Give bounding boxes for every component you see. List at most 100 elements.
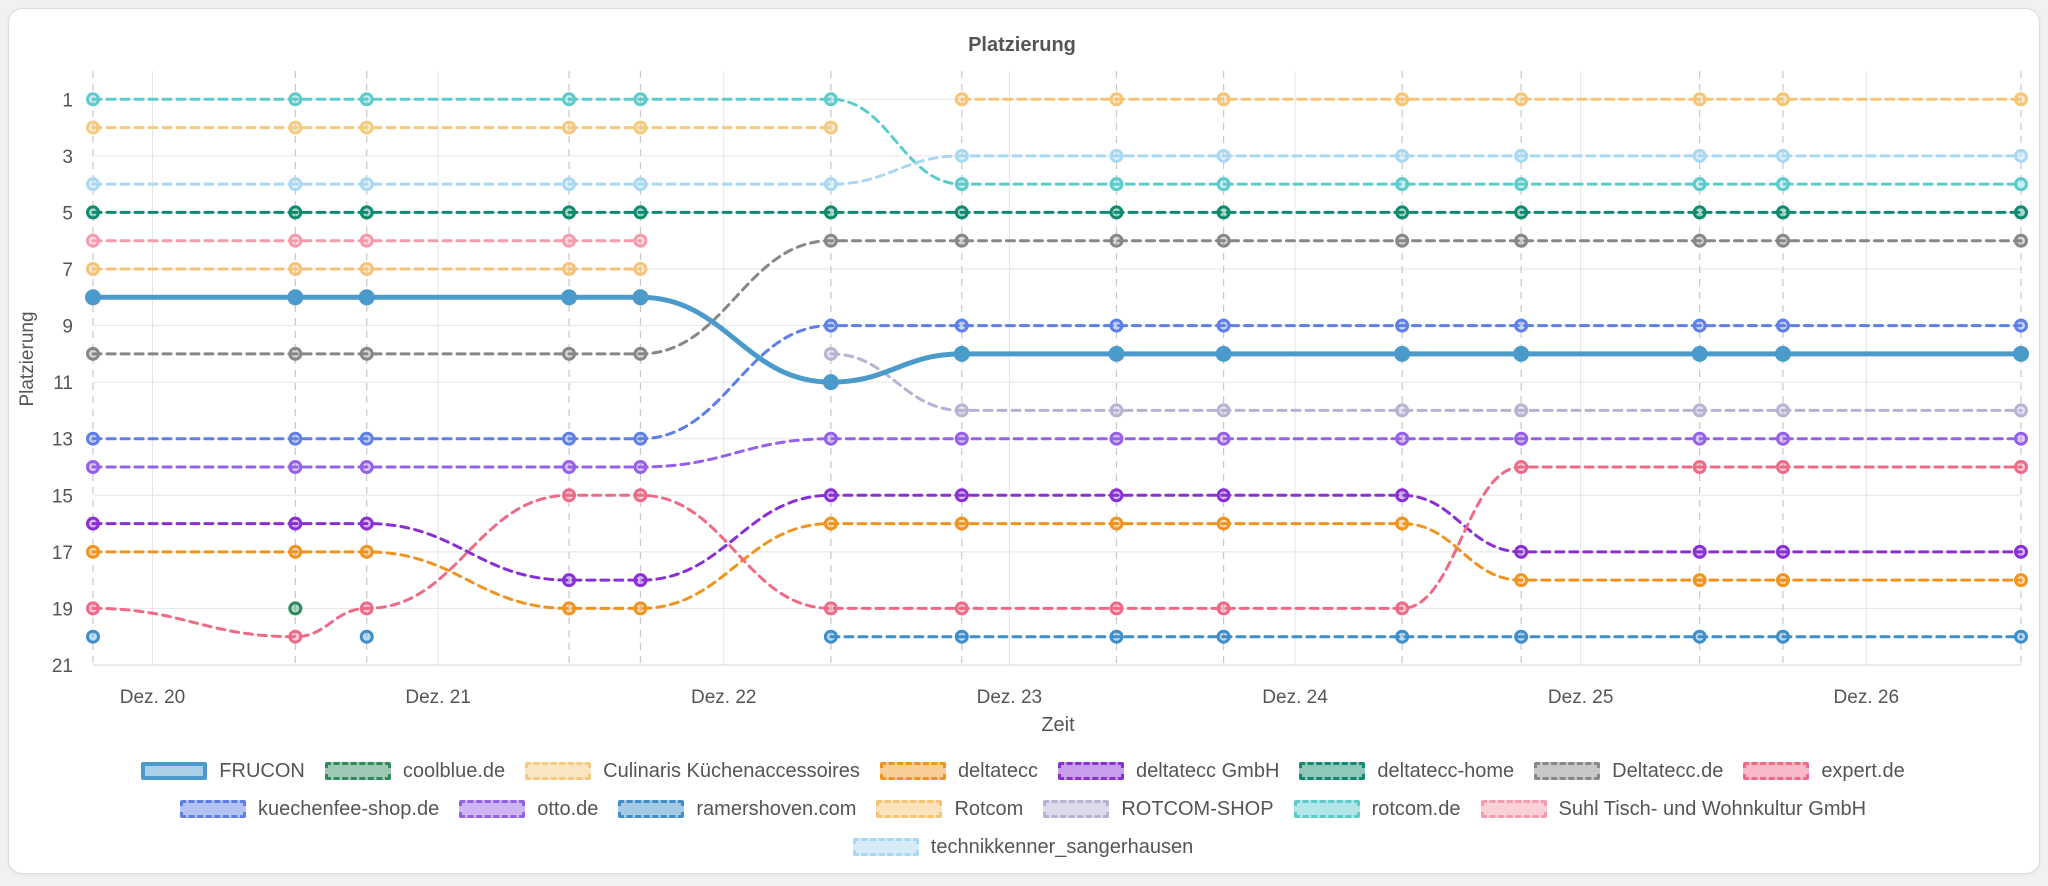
legend-item[interactable]: technikkenner_sangerhausen: [852, 828, 1193, 866]
data-point: [2014, 233, 2028, 248]
y-tick-label: 15: [52, 486, 73, 507]
data-point: [562, 346, 577, 361]
data-point: [359, 233, 374, 248]
data-point: [86, 629, 100, 644]
data-point: [1395, 431, 1410, 446]
legend-item[interactable]: rotcom.de: [1293, 790, 1461, 828]
legend-item[interactable]: expert.de: [1743, 752, 1905, 790]
data-point: [633, 601, 648, 616]
legend-item[interactable]: kuechenfee-shop.de: [179, 790, 439, 828]
data-point: [1692, 92, 1707, 107]
data-point: [1109, 629, 1124, 644]
data-point: [1216, 177, 1231, 192]
data-point: [1514, 573, 1529, 588]
data-point: [359, 460, 374, 474]
data-point: [1109, 148, 1124, 163]
data-point: [1395, 177, 1410, 192]
legend-item[interactable]: deltatecc-home: [1299, 752, 1514, 790]
data-point: [86, 177, 100, 192]
legend-item[interactable]: FRUCON: [141, 752, 305, 790]
series-line: [829, 352, 2023, 412]
data-point: [86, 205, 100, 220]
legend-item[interactable]: ROTCOM-SHOP: [1043, 790, 1274, 828]
data-point: [1775, 573, 1790, 588]
data-point: [823, 629, 838, 644]
legend-item[interactable]: Deltatecc.de: [1534, 752, 1723, 790]
y-tick-label: 21: [52, 656, 73, 677]
legend-swatch: [876, 800, 943, 818]
data-point: [954, 205, 969, 220]
data-point: [1775, 177, 1790, 192]
chart-title: Platzierung: [968, 34, 1076, 56]
series-line: [91, 154, 2023, 186]
data-point: [1109, 403, 1124, 418]
data-point: [359, 346, 374, 361]
data-point: [1692, 431, 1707, 446]
data-point: [1108, 345, 1125, 362]
data-point: [823, 431, 838, 446]
legend-item[interactable]: Suhl Tisch- und Wohnkultur GmbH: [1480, 790, 1866, 828]
legend-item[interactable]: otto.de: [459, 790, 598, 828]
y-tick-label: 7: [62, 260, 73, 281]
data-point: [288, 601, 303, 616]
data-point: [1775, 92, 1790, 107]
legend-swatch: [179, 800, 246, 818]
data-point: [86, 120, 100, 135]
legend-item[interactable]: Culinaris Küchenaccessoires: [525, 752, 860, 790]
legend-item[interactable]: coolblue.de: [324, 752, 505, 790]
legend-swatch: [1743, 762, 1810, 780]
data-point: [1692, 318, 1707, 333]
legend-label: rotcom.de: [1371, 797, 1461, 820]
data-point: [1394, 345, 1411, 362]
series-rotcom-de: [86, 92, 2028, 192]
legend-label: Deltatecc.de: [1612, 759, 1724, 782]
data-point: [562, 92, 577, 107]
data-point: [1215, 345, 1232, 362]
data-point: [288, 346, 303, 361]
legend-swatch: [852, 838, 919, 856]
y-tick-label: 11: [53, 373, 73, 394]
data-point: [1395, 148, 1410, 163]
legend-label: Culinaris Küchenaccessoires: [603, 759, 860, 782]
data-point: [359, 629, 374, 644]
series-culinaris-k-chenaccessoires: [86, 120, 838, 135]
data-point: [1216, 92, 1231, 107]
legend-item[interactable]: ramershoven.com: [618, 790, 856, 828]
data-point: [1692, 573, 1707, 588]
data-point: [1216, 516, 1231, 531]
series-line: [90, 294, 2024, 385]
data-point: [2014, 403, 2028, 418]
data-point: [954, 403, 969, 418]
data-point: [561, 289, 578, 306]
data-point: [1692, 460, 1707, 474]
data-point: [288, 262, 303, 276]
data-point: [954, 601, 969, 616]
data-point: [953, 345, 970, 362]
y-tick-label: 9: [62, 317, 73, 338]
data-point: [1775, 629, 1790, 644]
series-rotcom: [954, 92, 2028, 107]
data-point: [1395, 318, 1410, 333]
data-point: [359, 120, 374, 135]
legend-item[interactable]: deltatecc: [879, 752, 1038, 790]
series-line: [91, 437, 2023, 469]
data-point: [1395, 488, 1410, 503]
data-point: [86, 601, 100, 616]
y-tick-label: 3: [62, 147, 73, 168]
series-line: [91, 493, 2023, 582]
data-point: [1514, 431, 1529, 446]
y-axis-label: Platzierung: [17, 311, 38, 406]
legend-item[interactable]: deltatecc GmbH: [1058, 752, 1279, 790]
data-point: [1692, 544, 1707, 559]
data-point: [1216, 233, 1231, 248]
legend-item[interactable]: Rotcom: [876, 790, 1023, 828]
data-point: [633, 92, 648, 107]
legend-swatch: [324, 762, 391, 780]
data-point: [1216, 403, 1231, 418]
data-point: [823, 92, 838, 107]
data-point: [954, 431, 969, 446]
series-frucon: [85, 289, 2029, 391]
data-point: [1692, 205, 1707, 220]
data-point: [2014, 544, 2028, 559]
legend-label: FRUCON: [219, 759, 305, 782]
